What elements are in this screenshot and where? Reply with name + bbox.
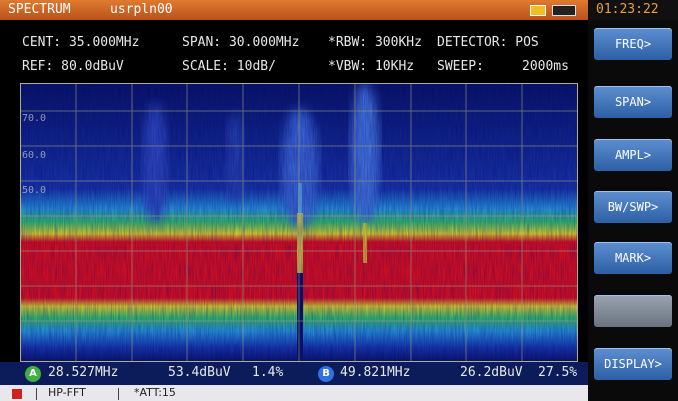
mode: SPECTRUM <box>8 0 71 20</box>
param: CENT: 35.000MHz <box>22 34 139 52</box>
spectrum-display <box>20 83 578 362</box>
menu-button[interactable]: MARK> <box>594 242 672 274</box>
menu-button-disabled <box>594 295 672 327</box>
title-bar <box>0 0 588 20</box>
battery-icon <box>552 5 576 16</box>
param: SPAN: 30.000MHz <box>182 34 299 52</box>
marker-pct: 1.4% <box>252 362 283 384</box>
param: SWEEP: <box>437 58 484 76</box>
clock: 01:23:22 <box>596 0 659 20</box>
param: *RBW: 300KHz <box>328 34 422 52</box>
y-label: 70.0 <box>22 113 46 124</box>
marker-badge: A <box>25 366 41 382</box>
marker-freq: 49.821MHz <box>340 362 410 384</box>
menu-button[interactable]: BW/SWP> <box>594 191 672 223</box>
menu-button[interactable]: FREQ> <box>594 28 672 60</box>
marker-level: 53.4dBuV <box>168 362 231 384</box>
param: DETECTOR: POS <box>437 34 539 52</box>
menu-button[interactable]: SPAN> <box>594 86 672 118</box>
marker-freq: 28.527MHz <box>48 362 118 384</box>
status-bar <box>0 385 588 401</box>
lock-icon <box>12 389 22 399</box>
param: SCALE: 10dB/ <box>182 58 276 76</box>
separator <box>36 388 37 400</box>
y-label: 60.0 <box>22 150 46 161</box>
param: REF: 80.0dBuV <box>22 58 124 76</box>
separator <box>118 388 119 400</box>
analyzer-screen: SPECTRUM usrpln00 01:23:22 CENT: 35.000M… <box>0 0 678 401</box>
marker-pct: 27.5% <box>538 362 577 384</box>
marker-level: 26.2dBuV <box>460 362 523 384</box>
menu-button[interactable]: AMPL> <box>594 139 672 171</box>
param: 2000ms <box>522 58 569 76</box>
icon <box>530 5 546 16</box>
status-item: HP-FFT <box>48 385 86 401</box>
status-item: *ATT:15 <box>134 385 176 401</box>
param: *VBW: 10KHz <box>328 58 414 76</box>
device: usrpln00 <box>110 0 173 20</box>
menu-button[interactable]: DISPLAY> <box>594 348 672 380</box>
y-label: 50.0 <box>22 185 46 196</box>
marker-badge: B <box>318 366 334 382</box>
